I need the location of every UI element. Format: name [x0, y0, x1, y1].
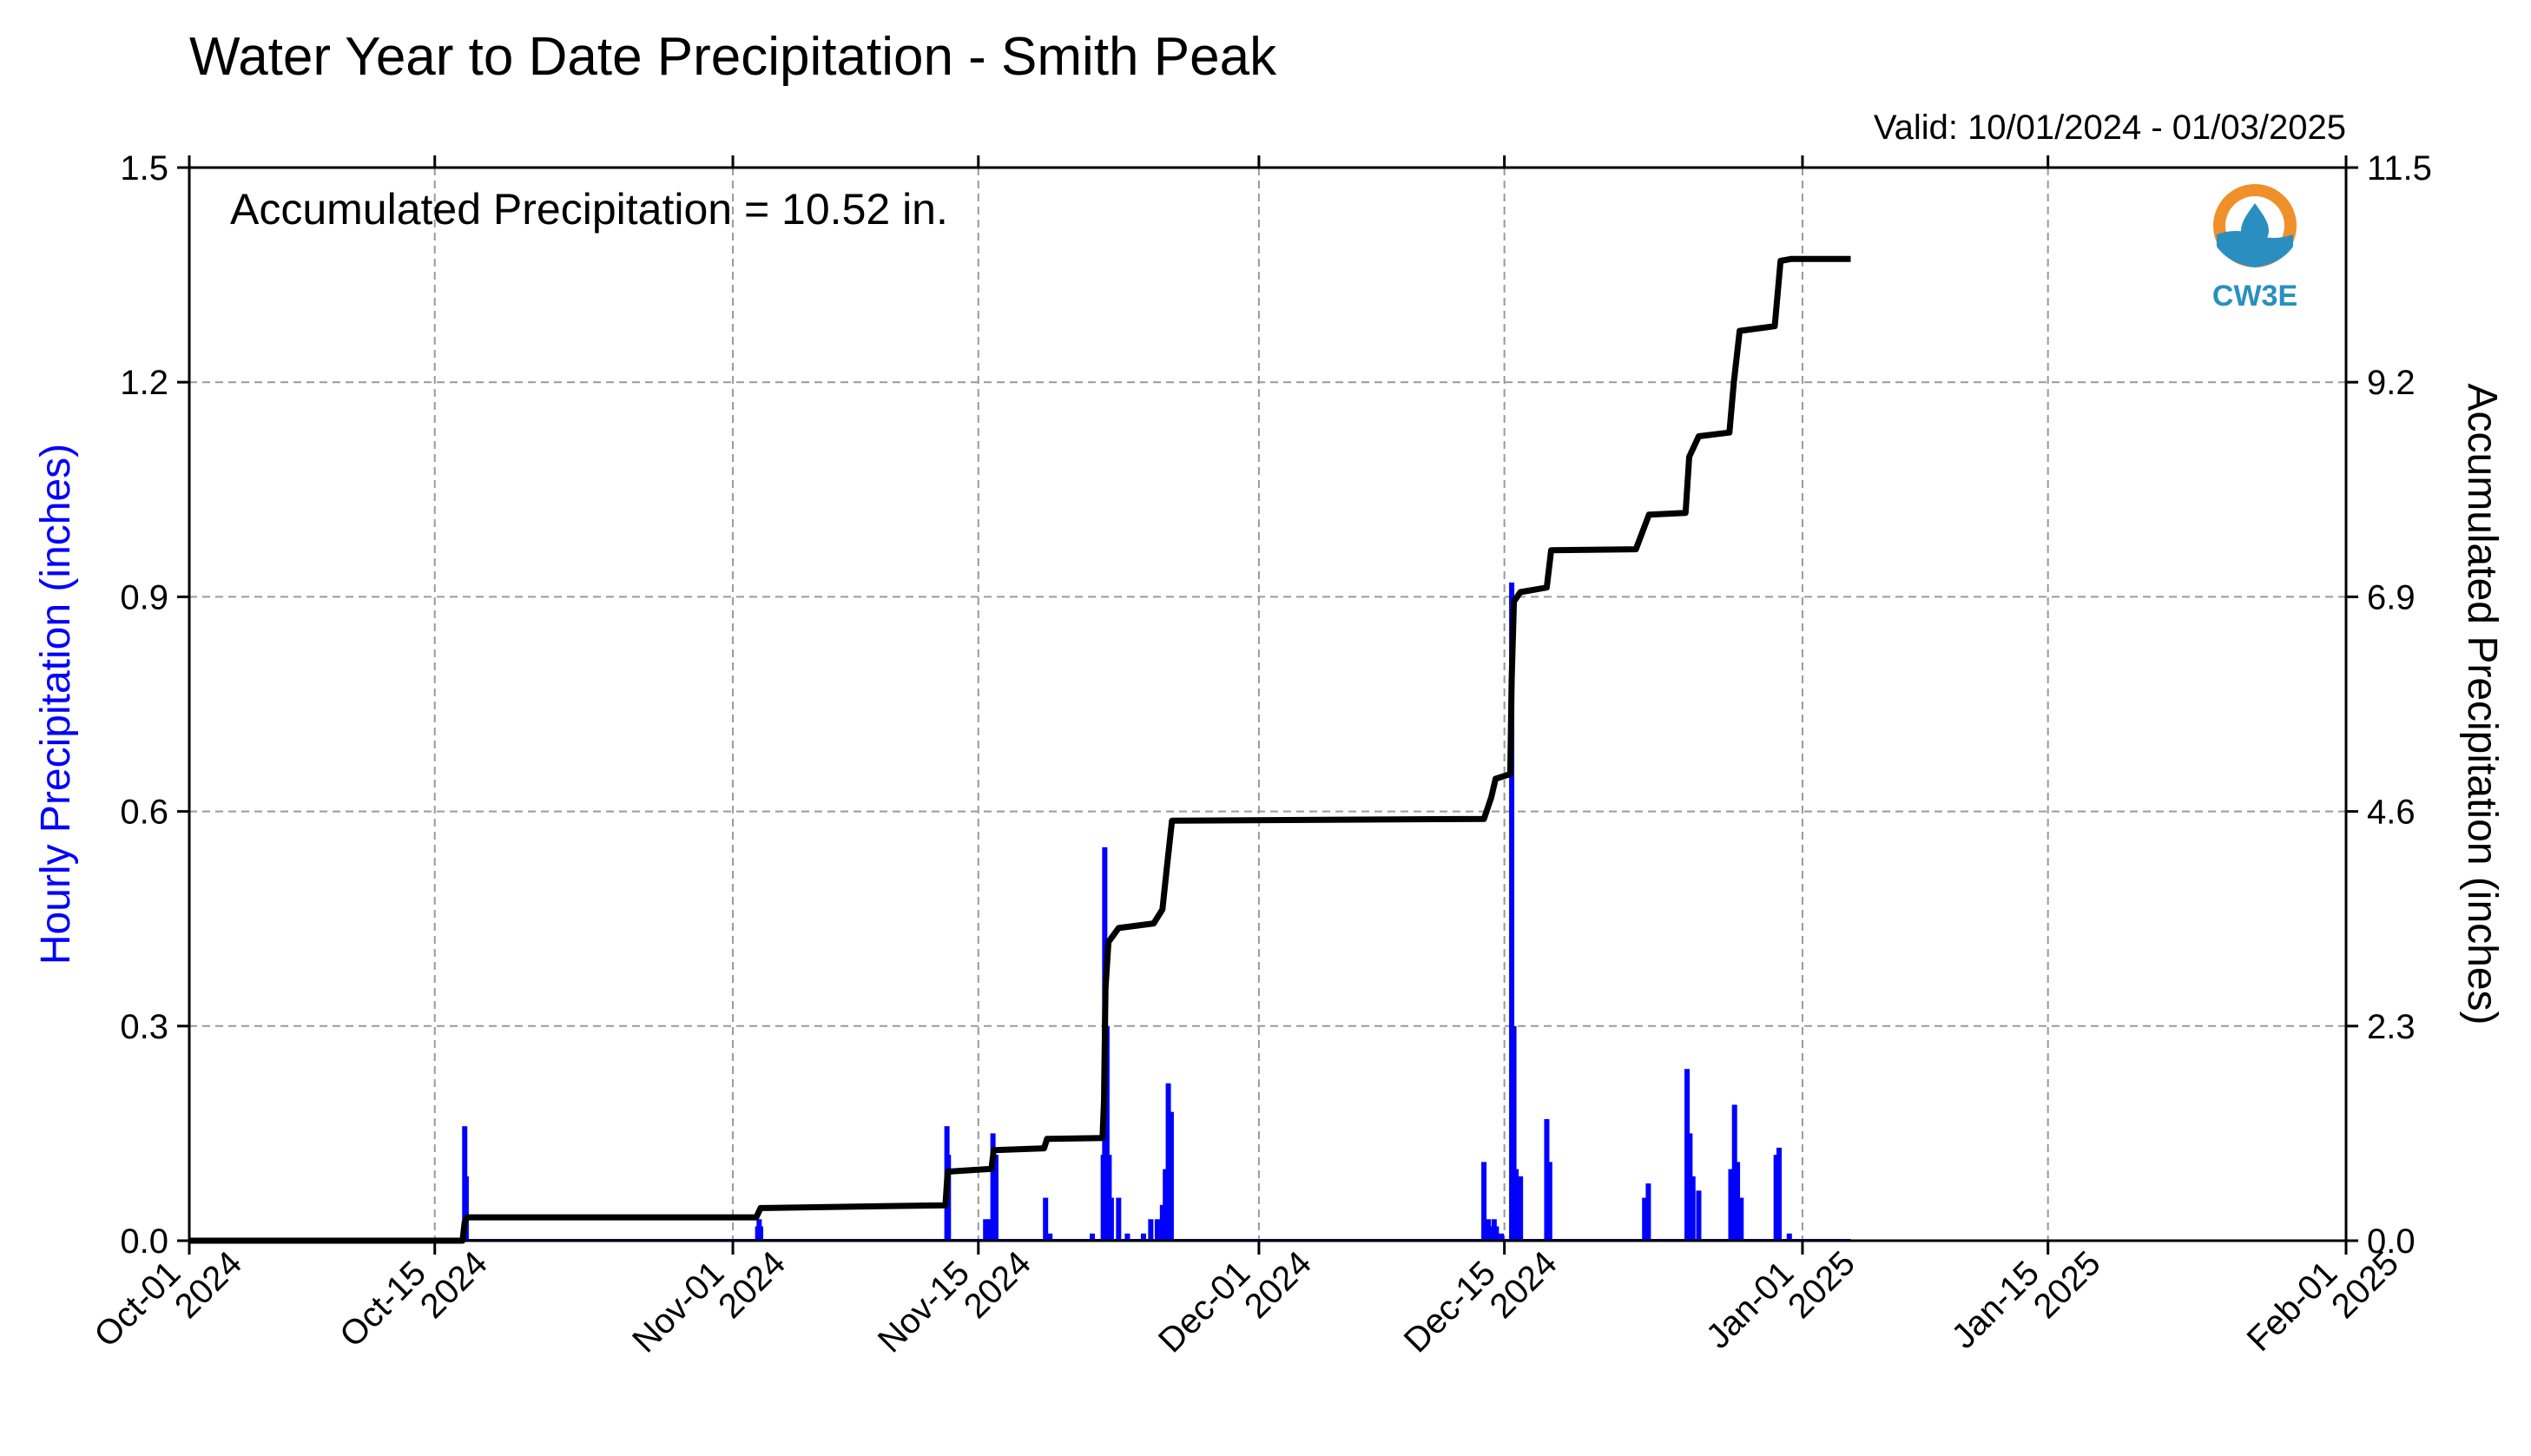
hourly-precip-bar	[1738, 1197, 1744, 1241]
hourly-precip-bar	[983, 1219, 989, 1241]
hourly-precip-bar	[992, 1155, 999, 1241]
hourly-precip-bar	[1642, 1197, 1648, 1241]
hourly-precip-bar	[1047, 1233, 1053, 1241]
hourly-precip-bar	[1043, 1197, 1049, 1241]
hourly-precip-bar	[1513, 1169, 1519, 1241]
hourly-precip-bar	[1690, 1176, 1696, 1241]
x-tick-label-date: Nov-01	[625, 1254, 731, 1360]
hourly-precip-bar	[1731, 1104, 1737, 1241]
grid-lines	[189, 168, 2346, 1241]
right-y-tick-label: 4.6	[2367, 794, 2416, 832]
x-tick-label-date: Jan-01	[1699, 1254, 1802, 1356]
logo-text: CW3E	[2212, 280, 2297, 313]
x-tick-label-date: Dec-01	[1151, 1254, 1257, 1360]
chart-title: Water Year to Date Precipitation - Smith…	[189, 27, 1277, 87]
hourly-precip-bar	[1488, 1226, 1494, 1241]
hourly-precip-bar	[1090, 1233, 1096, 1241]
valid-date-range: Valid: 10/01/2024 - 01/03/2025	[1874, 109, 2346, 147]
hourly-precip-bar	[1124, 1233, 1130, 1241]
accumulated-precipitation-line	[189, 255, 1851, 1244]
hourly-precip-bar	[1481, 1162, 1487, 1241]
right-y-tick-labels: 0.0 2.3 4.6 6.9 9.2 11.5	[2367, 149, 2432, 1261]
hourly-precip-bar	[1776, 1147, 1783, 1241]
right-y-axis-label: Accumulated Precipitation (inches)	[2459, 383, 2505, 1024]
right-y-tick-label: 6.9	[2367, 578, 2416, 616]
hourly-precip-bar	[1154, 1219, 1160, 1241]
hourly-precip-bar	[1786, 1233, 1792, 1241]
hourly-precip-bar	[1687, 1133, 1693, 1241]
hourly-precip-bar	[1116, 1197, 1122, 1241]
hourly-precip-bar	[1696, 1190, 1702, 1241]
cw3e-logo: CW3E	[2212, 184, 2297, 313]
hourly-precip-bar	[1163, 1169, 1169, 1241]
hourly-precip-bar	[1104, 1025, 1110, 1241]
hourly-precip-bar	[1499, 1233, 1505, 1241]
left-y-tick-label: 0.6	[120, 794, 168, 832]
left-y-axis-label: Hourly Precipitation (inches)	[33, 444, 79, 965]
hourly-precip-bar	[1493, 1226, 1499, 1241]
hourly-precip-bar	[758, 1226, 764, 1241]
right-y-tick-label: 2.3	[2367, 1008, 2416, 1046]
hourly-precip-bar	[1168, 1111, 1174, 1241]
left-y-tick-label: 1.5	[120, 149, 168, 188]
hourly-precip-bar	[1546, 1162, 1552, 1241]
x-tick-label-date: Feb-01	[2240, 1254, 2345, 1359]
left-y-tick-label: 0.3	[120, 1008, 168, 1046]
hourly-precip-bar	[1165, 1083, 1171, 1241]
left-y-tick-labels: 0.0 0.3 0.6 0.9 1.2 1.5	[120, 149, 168, 1261]
hourly-precip-bar	[1140, 1233, 1146, 1241]
left-y-tick-label: 0.0	[120, 1222, 168, 1261]
hourly-precip-bar	[1108, 1197, 1114, 1241]
hourly-precip-bar	[1148, 1219, 1154, 1241]
hourly-precip-bar	[1728, 1169, 1734, 1241]
left-y-tick-label: 0.9	[120, 578, 168, 616]
accumulated-total-annotation: Accumulated Precipitation = 10.52 in.	[230, 185, 948, 234]
logo-water-icon	[2217, 231, 2293, 267]
hourly-precip-bar	[1544, 1118, 1550, 1241]
hourly-precip-bar	[1645, 1183, 1651, 1241]
x-tick-label-date: Nov-15	[871, 1254, 977, 1360]
hourly-precip-bar	[1518, 1176, 1524, 1241]
hourly-precip-bar	[463, 1176, 469, 1241]
hourly-precip-bar	[1509, 582, 1515, 1241]
right-y-tick-label: 9.2	[2367, 364, 2416, 402]
hourly-precip-bar	[1735, 1162, 1741, 1241]
right-y-tick-label: 11.5	[2367, 149, 2432, 188]
hourly-precip-bar	[1159, 1204, 1165, 1241]
x-tick-label-date: Jan-15	[1944, 1254, 2047, 1356]
x-tick-label-date: Dec-15	[1397, 1254, 1503, 1360]
hourly-precip-bar	[1486, 1219, 1492, 1241]
hourly-precip-bar	[1511, 1025, 1517, 1241]
hourly-precip-bar	[990, 1133, 996, 1241]
accumulated-line	[189, 255, 1851, 1244]
hourly-precip-bar	[1684, 1069, 1690, 1241]
plot-frame	[188, 166, 2348, 1242]
hourly-precip-bar	[986, 1219, 992, 1241]
left-y-tick-label: 1.2	[120, 364, 168, 402]
right-y-tick-label: 0.0	[2367, 1222, 2416, 1261]
hourly-precip-bar	[1773, 1155, 1779, 1241]
logo-drop-icon	[2241, 203, 2269, 245]
axis-ticks	[177, 155, 2358, 1255]
plot-area	[189, 168, 2346, 1241]
